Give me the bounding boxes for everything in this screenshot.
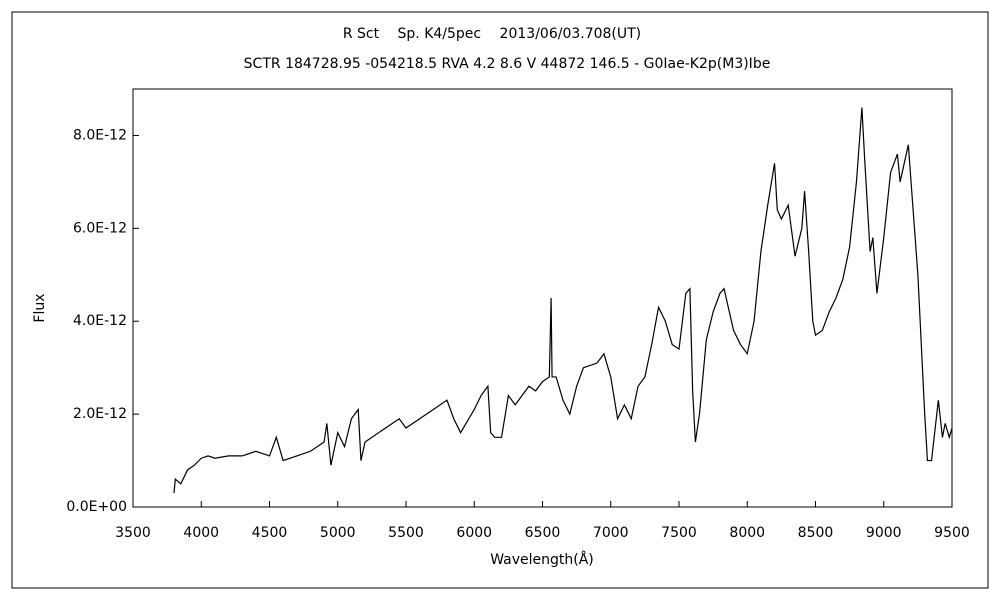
x-tick-label: 8000	[729, 525, 765, 541]
chart-title: R Sct Sp. K4/5pec 2013/06/03.708(UT)	[343, 26, 641, 42]
x-tick-label: 6500	[525, 525, 561, 541]
x-tick-label: 9500	[934, 525, 970, 541]
x-tick-label: 4500	[252, 525, 288, 541]
y-tick-label: 6.0E-12	[73, 220, 127, 236]
y-tick-label: 2.0E-12	[73, 406, 127, 422]
x-tick-label: 6000	[456, 525, 492, 541]
x-tick-label: 5500	[388, 525, 424, 541]
y-tick-label: 0.0E+00	[66, 499, 127, 515]
x-tick-label: 8500	[798, 525, 834, 541]
x-tick-label: 3500	[115, 525, 151, 541]
x-tick-label: 7500	[661, 525, 697, 541]
y-tick-label: 8.0E-12	[73, 127, 127, 143]
x-tick-label: 4000	[183, 525, 219, 541]
y-tick-label: 4.0E-12	[73, 313, 127, 329]
outer-frame	[11, 11, 989, 589]
chart-subtitle: SCTR 184728.95 -054218.5 RVA 4.2 8.6 V 4…	[244, 56, 771, 72]
x-axis-label: Wavelength(Å)	[490, 551, 594, 568]
x-tick-label: 5000	[320, 525, 356, 541]
y-axis-label: Flux	[32, 293, 48, 322]
x-tick-label: 7000	[593, 525, 629, 541]
spectrum-line	[173, 107, 953, 494]
x-tick-label: 9000	[866, 525, 902, 541]
